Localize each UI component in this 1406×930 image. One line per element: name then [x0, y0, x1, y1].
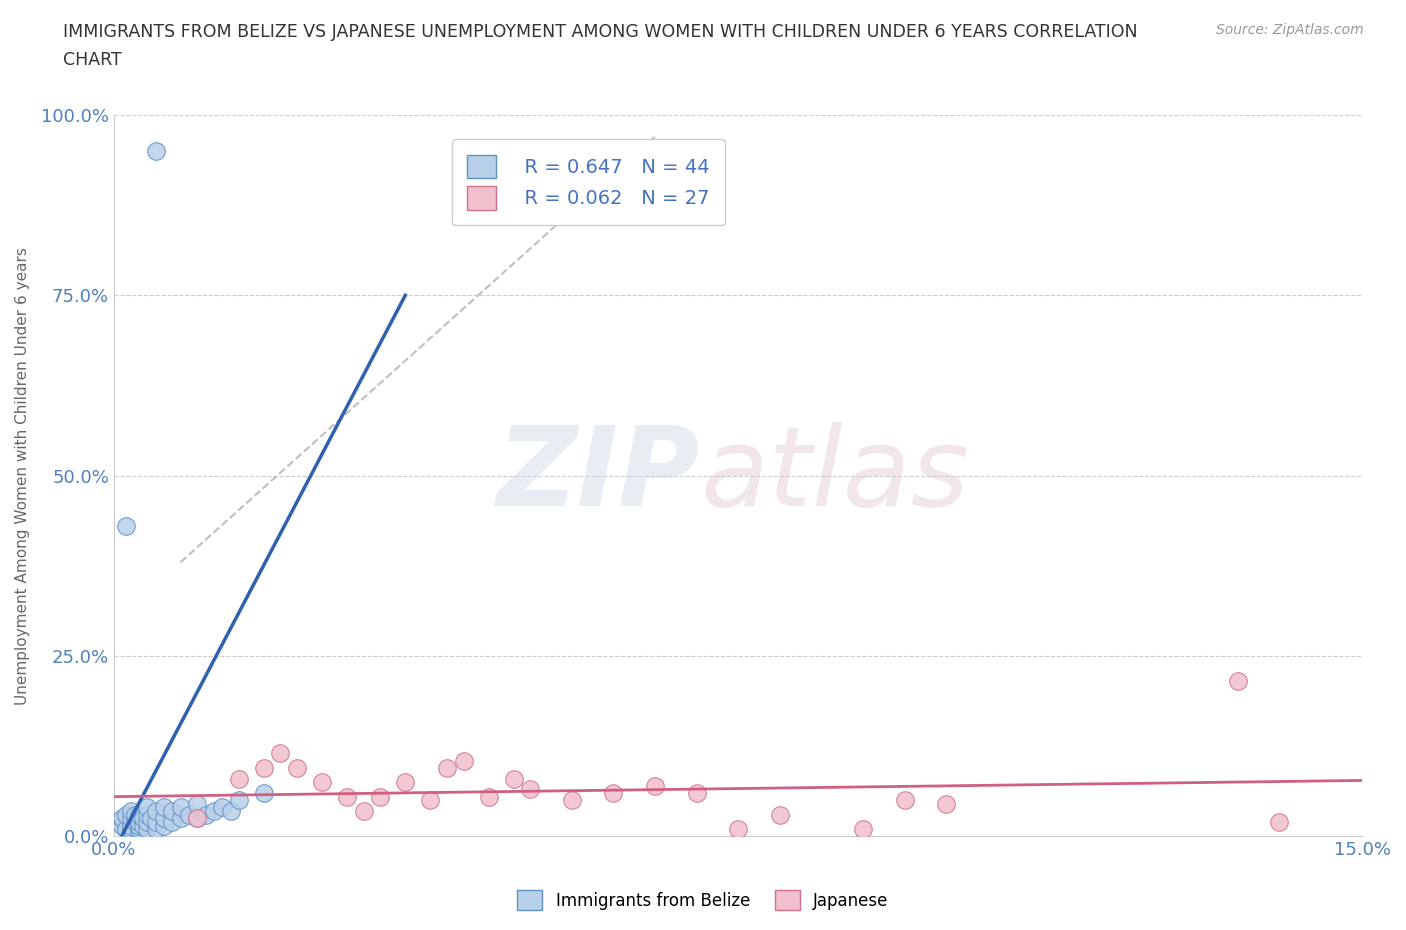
Point	[124, 807, 146, 822]
Point	[115, 807, 138, 822]
Point	[111, 811, 134, 826]
Point	[727, 822, 749, 837]
Point	[145, 822, 167, 837]
Point	[128, 807, 150, 822]
Point	[145, 804, 167, 818]
Text: atlas: atlas	[700, 422, 969, 529]
Point	[145, 815, 167, 830]
Point	[136, 807, 159, 822]
Point	[561, 793, 583, 808]
Point	[453, 753, 475, 768]
Point	[120, 822, 142, 837]
Point	[186, 811, 208, 826]
Point	[336, 790, 359, 804]
Point	[153, 818, 176, 833]
Point	[145, 143, 167, 158]
Point	[177, 807, 200, 822]
Point	[169, 800, 191, 815]
Point	[211, 800, 233, 815]
Point	[136, 822, 159, 837]
Point	[370, 790, 392, 804]
Point	[519, 782, 541, 797]
Point	[419, 793, 441, 808]
Point	[111, 818, 134, 833]
Point	[136, 815, 159, 830]
Point	[228, 771, 250, 786]
Legend: Immigrants from Belize, Japanese: Immigrants from Belize, Japanese	[510, 884, 896, 917]
Point	[935, 796, 957, 811]
Point	[644, 778, 666, 793]
Point	[162, 804, 184, 818]
Point	[253, 761, 276, 776]
Point	[228, 793, 250, 808]
Point	[141, 811, 163, 826]
Point	[128, 818, 150, 833]
Point	[685, 786, 707, 801]
Point	[120, 818, 142, 833]
Point	[1268, 815, 1291, 830]
Point	[769, 807, 792, 822]
Point	[128, 825, 150, 840]
Point	[285, 761, 308, 776]
Point	[115, 519, 138, 534]
Point	[893, 793, 915, 808]
Point	[394, 775, 416, 790]
Point	[602, 786, 624, 801]
Text: ZIP: ZIP	[498, 422, 700, 529]
Point	[353, 804, 375, 818]
Legend:   R = 0.647   N = 44,   R = 0.062   N = 27: R = 0.647 N = 44, R = 0.062 N = 27	[451, 140, 725, 225]
Point	[436, 761, 458, 776]
Point	[202, 804, 225, 818]
Point	[136, 800, 159, 815]
Point	[169, 811, 191, 826]
Point	[186, 796, 208, 811]
Point	[219, 804, 242, 818]
Y-axis label: Unemployment Among Women with Children Under 6 years: Unemployment Among Women with Children U…	[15, 246, 30, 705]
Point	[132, 811, 155, 826]
Point	[153, 811, 176, 826]
Point	[311, 775, 333, 790]
Point	[269, 746, 291, 761]
Point	[124, 815, 146, 830]
Point	[128, 815, 150, 830]
Point	[162, 815, 184, 830]
Point	[186, 811, 208, 826]
Text: CHART: CHART	[63, 51, 122, 69]
Point	[194, 807, 217, 822]
Point	[502, 771, 524, 786]
Point	[120, 804, 142, 818]
Point	[477, 790, 499, 804]
Point	[115, 822, 138, 837]
Point	[128, 822, 150, 837]
Point	[107, 815, 129, 830]
Point	[852, 822, 875, 837]
Point	[120, 811, 142, 826]
Point	[153, 800, 176, 815]
Text: Source: ZipAtlas.com: Source: ZipAtlas.com	[1216, 23, 1364, 37]
Point	[253, 786, 276, 801]
Point	[1226, 674, 1249, 689]
Point	[132, 818, 155, 833]
Text: IMMIGRANTS FROM BELIZE VS JAPANESE UNEMPLOYMENT AMONG WOMEN WITH CHILDREN UNDER : IMMIGRANTS FROM BELIZE VS JAPANESE UNEMP…	[63, 23, 1137, 41]
